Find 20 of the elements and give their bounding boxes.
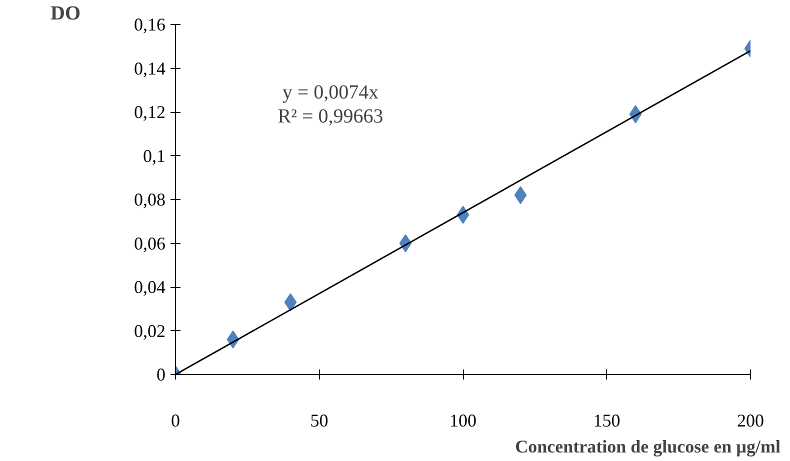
- y-tick-label: 0,08: [134, 190, 166, 210]
- y-axis-title: DO: [50, 2, 80, 24]
- y-tick-label: 0,02: [134, 320, 166, 341]
- y-tick-label: 0,04: [134, 277, 166, 297]
- x-tick-label: 100: [450, 410, 476, 430]
- y-tick-label: 0,12: [134, 102, 166, 122]
- x-tick-label: 50: [310, 410, 328, 430]
- x-tick-label: 200: [737, 410, 764, 430]
- y-tick-label: 0,14: [134, 58, 166, 78]
- x-axis-title: Concentration de glucose en µg/ml: [515, 436, 781, 456]
- y-tick-label: 0,16: [134, 14, 166, 34]
- y-tick-label: 0,06: [134, 233, 166, 254]
- annotation: R² = 0,99663: [278, 106, 384, 128]
- x-tick-label: 150: [593, 410, 620, 430]
- y-tick-label: 0: [156, 364, 166, 384]
- x-tick-label: 0: [171, 410, 180, 430]
- annotation: y = 0,0074x: [282, 82, 379, 104]
- y-tick-label: 0,1: [143, 146, 166, 166]
- point: [514, 186, 527, 204]
- point: [284, 293, 297, 312]
